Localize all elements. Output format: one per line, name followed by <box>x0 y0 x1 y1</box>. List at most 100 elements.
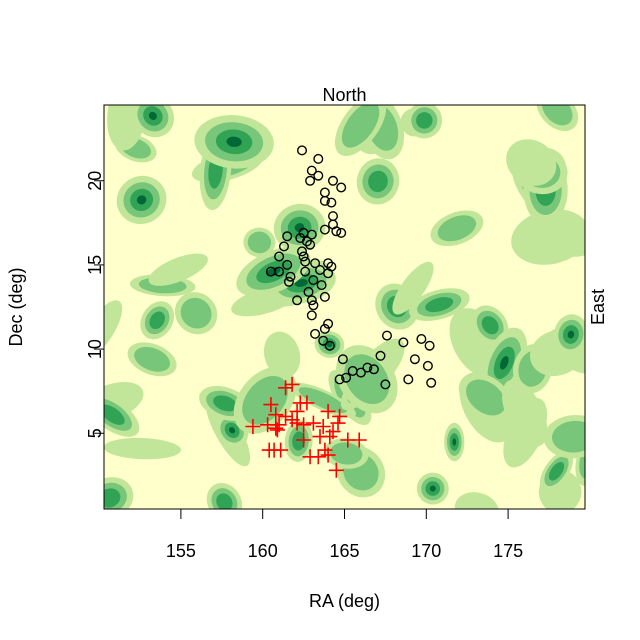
circle-point <box>305 239 316 250</box>
plus-point <box>296 432 312 448</box>
circle-point <box>301 236 312 247</box>
plus-point <box>299 395 315 411</box>
contour-level <box>466 379 506 416</box>
contour-blob <box>406 105 443 139</box>
circle-point <box>380 379 391 390</box>
contour-level <box>107 105 147 151</box>
contour-blob <box>416 472 449 505</box>
circle-point <box>274 251 285 262</box>
contour-level <box>266 266 281 277</box>
circle-point <box>297 246 308 257</box>
circle-point <box>297 145 308 156</box>
contour-level <box>213 395 238 412</box>
circle-point <box>334 374 345 385</box>
contour-blob <box>536 105 579 132</box>
contour-blob <box>334 105 387 156</box>
circle-point <box>424 340 435 351</box>
contour-level <box>104 300 123 360</box>
contour-blob <box>206 482 243 509</box>
plus-point <box>260 417 276 433</box>
circle-point <box>306 310 317 321</box>
contour-background <box>104 105 585 509</box>
circle-point <box>318 335 329 346</box>
plus-point <box>245 419 261 434</box>
circle-point <box>285 271 296 282</box>
circle-point <box>355 367 366 378</box>
contour-level <box>180 297 212 329</box>
circle-point <box>310 258 321 269</box>
contour-level <box>502 379 548 447</box>
contour-blob <box>553 314 585 355</box>
contour-level <box>341 105 380 148</box>
circle-point <box>300 256 311 267</box>
contour-blob <box>444 422 465 462</box>
contour-blob <box>506 139 557 186</box>
contour-blob <box>471 305 509 346</box>
contour-level <box>326 341 333 348</box>
circle-point <box>298 251 309 262</box>
contour-level <box>104 437 181 460</box>
contour-blob <box>194 114 274 169</box>
plus-point <box>263 397 279 413</box>
contour-level <box>226 136 242 147</box>
circle-point <box>306 165 317 176</box>
contour-blob <box>148 253 208 286</box>
x-tick-label: 165 <box>329 541 359 561</box>
y-axis: 5 10 15 20 <box>85 171 105 439</box>
circle-point <box>328 175 339 186</box>
plus-point <box>305 415 321 431</box>
circle-point <box>426 377 437 388</box>
contour-blob <box>263 331 301 378</box>
contour-blob <box>408 288 470 321</box>
contour-blob <box>104 300 123 360</box>
contour-level <box>148 111 157 120</box>
contour-blob <box>273 203 326 252</box>
contour-level <box>499 356 509 370</box>
contour-level <box>416 112 433 129</box>
contour-level <box>506 139 557 186</box>
plus-point <box>328 462 344 478</box>
circle-point <box>341 372 352 383</box>
contour-level <box>294 279 308 287</box>
circle-point <box>331 226 342 237</box>
circle-point <box>319 195 330 206</box>
contour-level <box>548 461 565 481</box>
circle-point <box>274 266 285 277</box>
circle-point <box>282 231 293 242</box>
contour-level <box>429 485 436 492</box>
contour-blob <box>314 330 345 358</box>
circle-point <box>336 182 347 193</box>
plus-point <box>320 447 336 463</box>
circle-point <box>292 295 303 306</box>
contour-blob <box>116 175 167 225</box>
circle-point <box>279 241 290 252</box>
contour-blob <box>127 342 177 377</box>
circle-point <box>319 323 330 334</box>
plus-point <box>330 415 346 431</box>
contour-level <box>536 217 585 257</box>
contour-level <box>452 438 457 446</box>
contour-level <box>368 170 388 193</box>
contour-blob <box>174 292 218 335</box>
contour-blobs <box>104 105 585 509</box>
contour-level <box>149 311 165 330</box>
y-tick-label: 20 <box>85 171 105 191</box>
circle-point <box>306 229 317 240</box>
contour-level <box>551 420 585 453</box>
plus-point <box>284 376 300 392</box>
x-axis: 155 160 165 170 175 <box>166 508 523 561</box>
contour-level <box>298 387 348 413</box>
circle-point <box>409 354 420 365</box>
circle-point <box>305 175 316 186</box>
circle-point <box>326 197 337 208</box>
contour-blob <box>502 379 548 447</box>
circle-point <box>337 354 348 365</box>
contour-blob <box>107 105 147 151</box>
contour-blob <box>539 451 574 492</box>
contour-level <box>425 297 454 313</box>
contour-level <box>454 492 500 509</box>
contour-level <box>329 442 363 465</box>
plus-point <box>332 408 348 424</box>
circle-point <box>403 374 414 385</box>
x-tick-label: 175 <box>493 541 523 561</box>
